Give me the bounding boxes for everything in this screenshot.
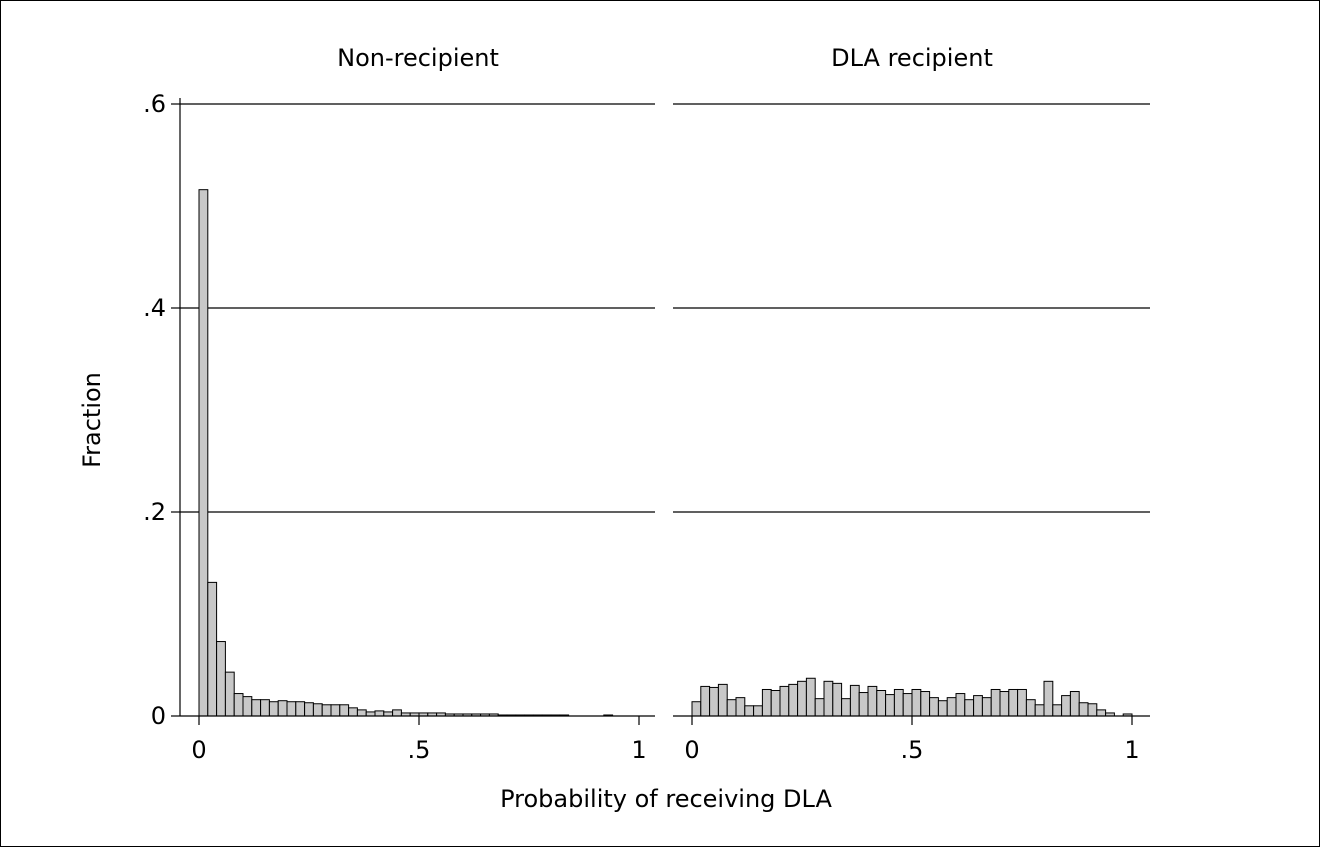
histogram-bar — [700, 685, 711, 717]
histogram-bar — [365, 711, 376, 717]
histogram-bar — [1078, 702, 1089, 717]
panel-non-recipient: Non-recipient 0.5 1 — [180, 44, 655, 764]
histogram-bar — [858, 692, 869, 717]
panel-dla-recipient: DLA recipient 0.5 1 — [673, 44, 1150, 764]
histogram-bar — [1052, 704, 1063, 717]
histogram-bar — [823, 680, 834, 717]
histogram-bar — [321, 704, 332, 717]
x-tick-label: 0 — [191, 736, 206, 764]
histogram-bar — [348, 707, 358, 717]
histogram-bar — [295, 701, 306, 717]
histogram-bar — [286, 701, 297, 717]
y-tick-label: .4 — [143, 294, 166, 322]
histogram-bar — [330, 704, 341, 717]
x-tick-label: 1 — [631, 736, 646, 764]
gridlines — [673, 103, 1150, 513]
histogram-bar — [717, 683, 728, 717]
histogram-bar — [277, 700, 288, 717]
x-axis: 0.5 1 — [180, 715, 655, 764]
histogram-bar — [216, 641, 226, 717]
histogram-bar — [198, 189, 209, 717]
histogram-bar — [1069, 691, 1080, 717]
histogram-bar — [779, 685, 790, 717]
histogram-bar — [356, 709, 367, 717]
histogram-bar — [268, 701, 279, 717]
histogram-bar — [1017, 688, 1027, 717]
histogram-bar — [735, 697, 746, 717]
histogram-bar — [312, 703, 323, 717]
y-axis: 0 .2 .4 .6 — [143, 90, 181, 730]
histogram-bar — [304, 702, 314, 717]
histogram-bar — [744, 705, 755, 717]
x-axis-label: Probability of receiving DLA — [500, 785, 832, 813]
y-tick-label: 0 — [151, 702, 166, 730]
histogram-bar — [911, 688, 922, 717]
histogram-bar — [709, 686, 719, 717]
histogram-bar — [726, 699, 737, 717]
histogram-bar — [885, 694, 895, 717]
histogram-bar — [937, 700, 948, 717]
histogram-bar — [841, 698, 851, 717]
histogram-bar — [929, 697, 939, 717]
histogram-bar — [981, 697, 992, 717]
histogram-bar — [893, 688, 904, 717]
histogram-bar — [233, 693, 244, 717]
histogram-bar — [920, 691, 931, 717]
histogram-bar — [849, 684, 860, 717]
histogram-bar — [207, 581, 218, 717]
histogram-bar — [1043, 680, 1054, 717]
histogram-bar — [805, 677, 816, 717]
histogram-bar — [691, 701, 702, 717]
panel-title: Non-recipient — [337, 44, 499, 72]
histogram-bar — [339, 704, 350, 717]
histogram-bar — [770, 690, 781, 717]
histogram-bar — [814, 698, 825, 717]
histogram-bar — [902, 693, 913, 717]
histogram-bar — [761, 688, 772, 717]
histogram-bar — [260, 699, 270, 717]
histogram-bar — [251, 699, 262, 717]
x-axis: 0.5 1 — [673, 715, 1150, 764]
histogram-bar — [1008, 688, 1019, 717]
histogram-bar — [832, 682, 843, 717]
histogram-bar — [955, 693, 966, 717]
histogram-bar — [788, 683, 799, 717]
histogram-bar — [1061, 695, 1071, 717]
histogram-bar — [224, 671, 235, 717]
histogram-bar — [999, 691, 1010, 717]
histogram-bar — [973, 695, 983, 717]
histogram-bar — [946, 697, 957, 717]
histogram-bar — [964, 699, 975, 717]
bars — [198, 189, 614, 717]
histogram-bar — [374, 710, 385, 717]
histogram-bar — [990, 688, 1001, 717]
bars — [691, 677, 1133, 717]
histogram-bar — [242, 696, 253, 717]
gridlines — [180, 103, 655, 513]
histogram-bar — [1087, 703, 1098, 717]
histogram-bar — [753, 705, 763, 717]
histogram-bar — [392, 709, 402, 717]
panel-title: DLA recipient — [831, 44, 993, 72]
x-tick-label: .5 — [408, 736, 431, 764]
y-axis-label: Fraction — [78, 372, 106, 468]
histogram-bar — [797, 680, 807, 717]
histogram-bar — [876, 690, 887, 717]
y-tick-label: .2 — [143, 498, 166, 526]
histogram-bar — [1025, 699, 1036, 717]
histogram-bar — [1034, 704, 1045, 717]
histogram-bar — [1096, 709, 1107, 717]
x-tick-label: 1 — [1124, 736, 1139, 764]
x-tick-label: 0 — [684, 736, 699, 764]
histogram-bar — [383, 711, 394, 717]
histogram-bar — [867, 685, 878, 717]
y-tick-label: .6 — [143, 90, 166, 118]
x-tick-label: .5 — [901, 736, 924, 764]
